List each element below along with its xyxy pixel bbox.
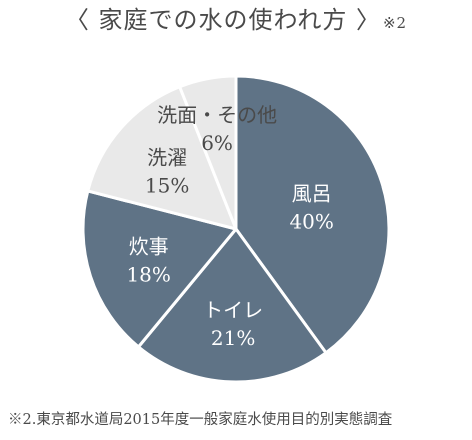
slice-value-label: 15% <box>145 173 189 197</box>
pie-slice <box>178 74 238 231</box>
chart-title: 〈 家庭での水の使われ方 〉 ※2 <box>0 0 472 40</box>
pie-slice <box>86 85 238 231</box>
pie-slice <box>81 189 238 349</box>
pie-slice <box>234 74 391 355</box>
pie-chart: 風呂 40% トイレ 21% 炊事 18% 洗濯 15% 洗面・その他 6% <box>81 74 391 384</box>
slice-value-label: 18% <box>126 262 170 286</box>
slice-label: トイレ <box>203 298 263 322</box>
pie-slice <box>136 227 328 384</box>
slice-label: 洗面・その他 <box>157 103 277 127</box>
slice-value-label: 6% <box>201 131 233 155</box>
slice-value-label: 21% <box>211 326 255 350</box>
pie-slices <box>81 74 391 384</box>
chart-title-text: 〈 家庭での水の使われ方 〉 <box>64 6 381 34</box>
source-footnote: ※2.東京都水道局2015年度一般家庭水使用目的別実態調査 <box>8 412 393 428</box>
slice-label: 炊事 <box>129 234 169 258</box>
slice-label: 洗濯 <box>147 145 187 169</box>
chart-title-note: ※2 <box>382 14 408 32</box>
slice-label: 風呂 <box>292 181 332 205</box>
slice-value-label: 40% <box>289 209 333 233</box>
pie-labels: 風呂 40% トイレ 21% 炊事 18% 洗濯 15% 洗面・その他 6% <box>126 103 333 350</box>
